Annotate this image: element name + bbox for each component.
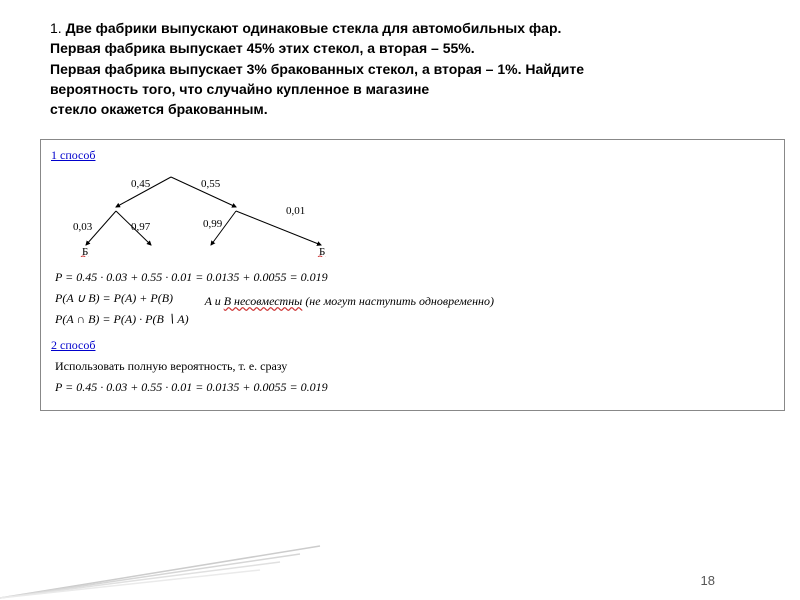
corner-decoration [0,540,340,600]
line2c: . [471,40,475,56]
formula-main2: P = 0.45 · 0.03 + 0.55 · 0.01 = 0.0135 +… [55,380,774,395]
note-pre: A и [205,294,224,308]
method1-label: 1 способ [51,148,774,163]
solution-box: 1 способ 0,45 0,55 0,03 0,97 0,99 0,01 Б… [40,139,785,411]
tree-p-f1: 0,45 [131,178,151,190]
formula-set-row: P(A ∪ B) = P(A) + P(B) P(A ∩ B) = P(A) ·… [51,288,774,330]
line3b: бракованных стекол [267,61,414,77]
pct3: 3% [247,61,267,77]
pct1: 45% [247,40,275,56]
page-number: 18 [701,573,715,588]
tree-p-g2: 0,01 [286,205,305,217]
tree-p-f2: 0,55 [201,178,221,190]
pct4: 1% [493,61,517,77]
line3d: Найдите [521,61,584,77]
line2a: Первая фабрика выпускает [50,40,247,56]
method2-label: 2 способ [51,338,774,353]
note-wavy: B несовместны [224,294,303,308]
problem-statement: 1. Две фабрики выпускают одинаковые стек… [0,0,800,129]
line3c: а вторая [418,61,486,77]
line2b: этих стекол, а вторая – [275,40,443,56]
tree-leaf-b2: Б [319,246,325,257]
line3a: Первая фабрика выпускает [50,61,247,77]
tree-p-b1: 0,03 [73,221,93,233]
tree-p-g1: 0,97 [131,221,151,233]
formula-main: P = 0.45 · 0.03 + 0.55 · 0.01 = 0.0135 +… [55,270,774,285]
tree-leaf-b1: Б [82,246,88,257]
formula-inter: P(A ∩ B) = P(A) · P(B ∖ A) [55,312,189,327]
formula-union: P(A ∪ B) = P(A) + P(B) [55,291,189,306]
method2-text: Использовать полную вероятность, т. е. с… [55,359,774,374]
line1: Две фабрики выпускают одинаковые стекла … [66,20,562,36]
tree-p-b2lbl: 0,99 [203,218,223,230]
line5: стекло окажется бракованным. [50,101,268,117]
problem-number: 1. [50,20,62,36]
probability-tree: 0,45 0,55 0,03 0,97 0,99 0,01 Б Б [61,167,361,257]
note-post: (не могут наступить одновременно) [302,294,494,308]
line4: вероятность того, что случайно купленное… [50,81,429,97]
pct2: 55% [443,40,471,56]
incompatible-note: A и B несовместны (не могут наступить од… [205,288,494,309]
